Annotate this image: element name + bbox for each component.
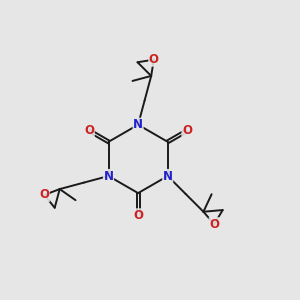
Text: N: N bbox=[133, 118, 143, 131]
Text: N: N bbox=[163, 169, 173, 182]
Text: O: O bbox=[39, 188, 49, 202]
Text: O: O bbox=[182, 124, 192, 137]
Text: O: O bbox=[149, 53, 159, 66]
Text: O: O bbox=[84, 124, 94, 137]
Text: N: N bbox=[103, 169, 113, 182]
Text: O: O bbox=[209, 218, 219, 231]
Text: O: O bbox=[133, 209, 143, 222]
